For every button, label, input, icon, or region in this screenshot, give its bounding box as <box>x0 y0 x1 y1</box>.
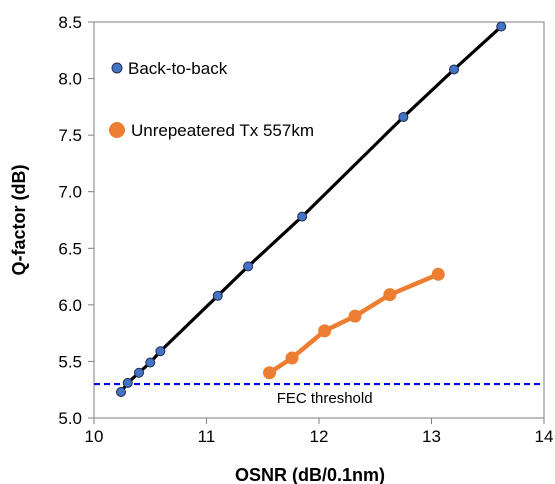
data-point-back-to-back <box>297 211 308 222</box>
series-line-back-to-back <box>119 24 503 394</box>
plot-area <box>93 21 545 419</box>
y-tick-label: 5.5 <box>58 352 82 371</box>
data-point-back-to-back <box>155 346 166 357</box>
data-point-back-to-back <box>134 367 144 378</box>
x-tick-label: 13 <box>422 427 441 446</box>
y-tick-label: 6.0 <box>58 296 82 315</box>
x-axis-title: OSNR (dB/0.1nm) <box>235 465 385 484</box>
legend: Back-to-back Unrepeatered Tx 557km <box>109 59 314 140</box>
data-point-unrepeatered <box>285 351 299 365</box>
fec-threshold-label: FEC threshold <box>277 390 373 407</box>
data-point-back-to-back <box>212 290 223 301</box>
legend-label-back-to-back: Back-to-back <box>128 59 228 78</box>
data-point-back-to-back <box>398 112 409 123</box>
data-point-back-to-back <box>145 357 156 368</box>
data-point-back-to-back <box>116 386 126 397</box>
data-point-unrepeatered <box>348 309 362 323</box>
y-tick-label: 8.5 <box>58 13 82 32</box>
data-point-back-to-back <box>496 21 507 32</box>
legend-label-unrepeatered: Unrepeatered Tx 557km <box>131 121 314 140</box>
data-point-unrepeatered <box>383 288 397 302</box>
data-point-back-to-back <box>122 377 133 388</box>
data-point-unrepeatered <box>431 267 445 281</box>
data-point-unrepeatered <box>318 324 332 338</box>
y-axis-title: Q-factor (dB) <box>9 165 29 276</box>
data-point-unrepeatered <box>263 366 276 380</box>
data-point-back-to-back <box>449 64 459 75</box>
x-tick-label: 12 <box>310 427 329 446</box>
y-tick-label: 5.0 <box>58 409 82 428</box>
legend-marker-back-to-back <box>111 62 123 74</box>
y-tick-label: 6.5 <box>58 239 82 258</box>
y-tick-label: 7.5 <box>58 126 82 145</box>
x-tick-label: 10 <box>85 427 104 446</box>
legend-marker-unrepeatered <box>109 122 125 138</box>
x-tick-label: 14 <box>535 427 554 446</box>
series-layer: FEC threshold <box>94 21 544 407</box>
y-tick-label: 7.0 <box>58 183 82 202</box>
data-point-back-to-back <box>243 261 254 272</box>
plot-border <box>93 21 545 419</box>
x-tick-label: 11 <box>198 427 216 446</box>
axes: 10 11 12 13 14 5.0 5.5 6.0 6.5 7.0 7.5 8.0 8.5 <box>58 13 553 446</box>
y-tick-label: 8.0 <box>58 70 82 89</box>
